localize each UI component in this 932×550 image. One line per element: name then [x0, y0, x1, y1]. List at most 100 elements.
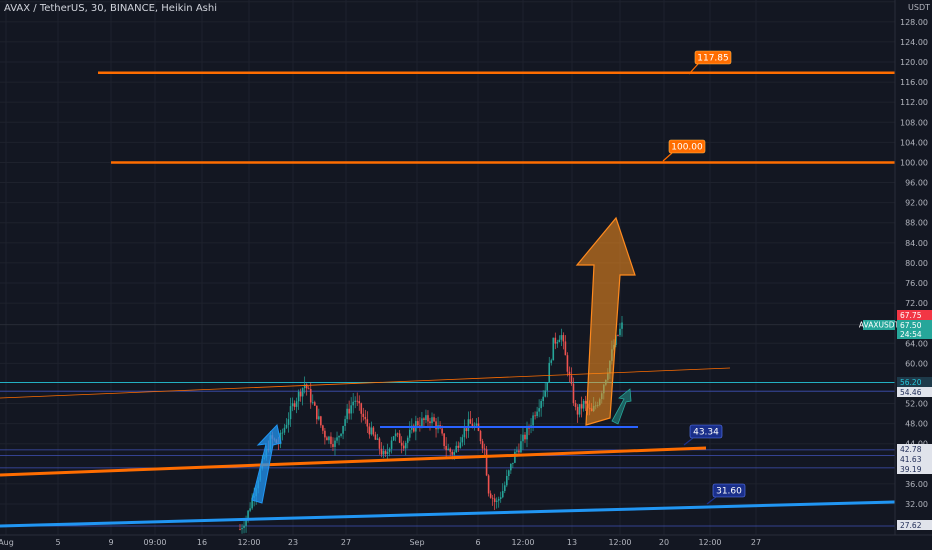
candle-body: [449, 448, 452, 452]
candle-body: [285, 424, 288, 428]
time-axis-label: 23: [288, 538, 298, 547]
candle-body: [512, 462, 514, 464]
time-axis-label: Aug: [0, 538, 14, 547]
candle-body: [354, 400, 357, 402]
candle-body: [289, 406, 292, 420]
price-tag-label: 39.19: [900, 465, 922, 474]
candle-body: [582, 400, 585, 409]
grid-lines: [0, 0, 895, 535]
symbol-tag-bg: [863, 320, 895, 330]
time-axis-bg: [0, 535, 932, 550]
candle-body: [497, 498, 500, 501]
candle-body: [301, 388, 304, 397]
candle-body: [429, 421, 431, 424]
time-axis-label: 12:00: [237, 538, 260, 547]
price-tag-bg: [897, 320, 932, 330]
price-tag-bg: [897, 329, 932, 339]
candle-body: [453, 452, 456, 455]
candle-body: [568, 371, 571, 376]
price-axis-label: 36.00: [905, 480, 928, 489]
candle-body: [293, 403, 296, 407]
drawings-layer: [0, 71, 932, 528]
candle-body: [423, 418, 425, 420]
candle-body: [481, 441, 484, 449]
candle-body: [346, 408, 348, 420]
chart-header-title: AVAX / TetherUS, 30, BINANCE, Heikin Ash…: [4, 3, 217, 14]
candle-body: [467, 419, 470, 432]
candle-body: [370, 427, 373, 435]
candle-body: [352, 401, 354, 406]
candle-body: [520, 441, 522, 453]
orange-projection-arrow: [575, 216, 636, 426]
candle-body: [243, 525, 245, 528]
candle-body: [408, 429, 411, 438]
candle-body: [435, 421, 437, 430]
candle-body: [576, 406, 579, 415]
price-tag-label: 41.63: [900, 455, 922, 464]
time-axis-label: 12:00: [608, 538, 631, 547]
candle-body: [564, 341, 567, 356]
price-axis-label: 72.00: [905, 299, 928, 308]
candle-body: [406, 437, 409, 443]
time-axis-label: Sep: [409, 538, 424, 547]
teal-up-arrow: [611, 388, 632, 425]
candle-body: [368, 426, 371, 435]
candle-body: [384, 451, 387, 454]
time-axis-label: 27: [751, 538, 761, 547]
candle-body: [340, 433, 342, 436]
time-axis[interactable]: Aug 5 9 09:00 16 12:00 23 27 Sep 6 12:00 13 12:00 20 1…: [0, 534, 932, 550]
candle-body: [380, 448, 383, 455]
blue-trend-line: [0, 499, 932, 528]
candle-body: [471, 423, 474, 428]
candle-body: [283, 427, 286, 433]
price-tag-bg: [897, 520, 932, 530]
candle-body: [344, 419, 346, 426]
candle-body: [584, 400, 587, 404]
candle-body: [554, 337, 557, 344]
candle-body: [538, 408, 540, 412]
candle-body: [287, 419, 290, 425]
candle-body: [360, 403, 363, 414]
candle-body: [318, 416, 320, 420]
candle-body: [540, 401, 542, 409]
price-axis-label: 92.00: [905, 199, 928, 208]
price-axis-label: 48.00: [905, 420, 928, 429]
candle-body: [386, 451, 389, 454]
candle-body: [433, 417, 435, 422]
candle-body: [505, 475, 508, 486]
callout-box: [668, 139, 706, 154]
time-axis-label: 5: [55, 538, 60, 547]
candle-body: [303, 384, 306, 389]
candle-body: [421, 418, 423, 427]
callout-label: 117.85: [697, 54, 729, 64]
candle-body: [617, 335, 619, 336]
price-tag-bg: [897, 464, 932, 474]
candle-body: [483, 448, 486, 450]
price-axis-label: 76.00: [905, 279, 928, 288]
price-tag-label: 42.78: [900, 445, 922, 454]
candle-body: [536, 411, 538, 417]
price-axis-label: 108.00: [900, 118, 928, 127]
candle-body: [316, 405, 318, 420]
callout-label: 100.00: [671, 143, 703, 153]
price-axis-currency: USDT: [908, 3, 930, 12]
price-tag-label: 27.62: [900, 521, 922, 530]
candle-body: [514, 451, 516, 463]
callout-label: 43.34: [693, 428, 719, 438]
candle-body: [457, 445, 460, 448]
price-tag-bg: [897, 377, 932, 387]
candle-body: [392, 436, 395, 441]
candle-body: [291, 403, 294, 407]
candle-body: [366, 419, 369, 427]
time-axis-label: 20: [659, 538, 669, 547]
candle-body: [295, 401, 298, 407]
candle-body: [330, 436, 332, 445]
candle-body: [524, 434, 526, 440]
candle-body: [570, 375, 573, 384]
support-trend-line: [0, 446, 707, 477]
candle-body: [281, 432, 284, 434]
callout-pointer: [706, 496, 717, 505]
price-tag-label: 24:54: [900, 330, 922, 339]
candle-body: [350, 405, 352, 414]
